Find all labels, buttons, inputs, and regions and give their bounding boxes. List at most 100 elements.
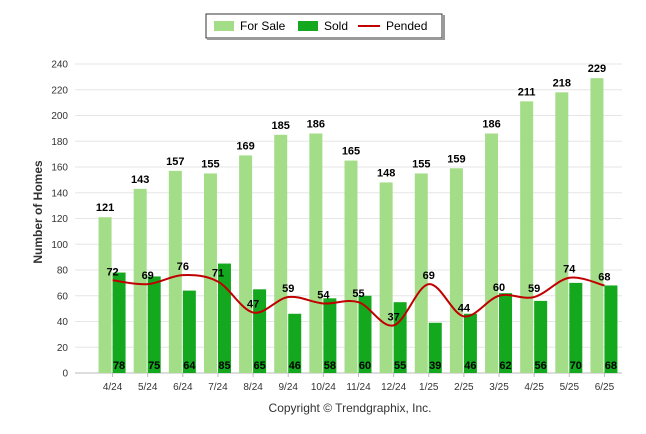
label-for-sale: 169 [236, 140, 254, 152]
label-for-sale: 186 [482, 119, 500, 131]
x-tick-label: 8/24 [243, 382, 263, 393]
x-tick-label: 2/25 [454, 382, 474, 393]
bar-sold [393, 302, 407, 373]
label-for-sale: 218 [553, 77, 571, 89]
bar-for-sale [449, 168, 463, 373]
x-tick-label: 4/24 [103, 382, 123, 393]
y-tick-label: 40 [57, 317, 69, 328]
x-tick-label: 9/24 [278, 382, 298, 393]
label-sold: 39 [429, 360, 441, 372]
label-sold: 58 [324, 360, 336, 372]
bar-for-sale [168, 170, 182, 373]
bar-for-sale [203, 173, 217, 373]
legend-shadow-side [443, 15, 445, 40]
copyright-text: Copyright © Trendgraphix, Inc. [269, 401, 432, 415]
label-for-sale: 148 [377, 167, 395, 179]
label-for-sale: 121 [96, 202, 114, 214]
y-tick-label: 80 [57, 266, 69, 277]
legend-label-pended: Pended [386, 19, 427, 33]
y-tick-label: 240 [51, 60, 68, 71]
label-sold: 55 [394, 360, 406, 372]
label-pended: 76 [177, 261, 189, 273]
y-tick-label: 180 [51, 137, 68, 148]
label-pended: 59 [528, 283, 540, 295]
y-tick-label: 140 [51, 188, 68, 199]
legend: For Sale Sold Pended [205, 13, 445, 40]
x-tick-label: 4/25 [524, 382, 544, 393]
label-sold: 62 [499, 360, 511, 372]
legend-label-sold: Sold [324, 19, 348, 33]
legend-shadow [207, 38, 443, 40]
label-sold: 64 [183, 360, 196, 372]
label-sold: 75 [148, 360, 160, 372]
y-axis-title: Number of Homes [31, 160, 45, 264]
label-pended: 55 [352, 288, 364, 300]
x-tick-label: 10/24 [311, 382, 336, 393]
pended-series-line [112, 274, 605, 327]
x-tick-label: 1/25 [419, 382, 439, 393]
label-pended: 60 [493, 282, 505, 294]
x-tick-label: 6/24 [173, 382, 193, 393]
y-tick-label: 120 [51, 214, 68, 225]
label-for-sale: 159 [447, 153, 465, 165]
label-pended: 44 [458, 302, 471, 314]
label-pended: 71 [212, 268, 224, 280]
bar-for-sale [555, 92, 569, 373]
label-pended: 72 [106, 266, 118, 278]
label-for-sale: 229 [588, 63, 606, 75]
data-labels: 121 78 143 75 157 64 155 85 169 65 185 46 186 58 165 60… [96, 63, 617, 372]
label-sold: 68 [605, 360, 617, 372]
x-tick-label: 11/24 [346, 382, 371, 393]
label-pended: 74 [563, 264, 576, 276]
bar-for-sale [309, 133, 323, 373]
label-for-sale: 211 [518, 86, 536, 98]
label-sold: 56 [535, 360, 547, 372]
label-sold: 78 [113, 360, 125, 372]
label-pended: 54 [317, 289, 330, 301]
label-for-sale: 157 [166, 156, 184, 168]
bar-sold [147, 276, 161, 373]
label-for-sale: 155 [412, 158, 430, 170]
bar-sold [182, 290, 196, 373]
bar-for-sale [590, 78, 604, 373]
label-pended: 47 [247, 298, 259, 310]
bar-for-sale [485, 133, 499, 373]
label-sold: 70 [570, 360, 582, 372]
bar-sold [428, 322, 442, 373]
label-pended: 59 [282, 283, 294, 295]
bar-sold [463, 313, 477, 373]
bar-sold [323, 298, 337, 373]
label-sold: 65 [253, 360, 265, 372]
bar-for-sale [520, 101, 534, 374]
label-sold: 85 [218, 360, 230, 372]
label-for-sale: 165 [342, 146, 360, 158]
y-tick-label: 0 [62, 369, 68, 380]
bar-sold [358, 295, 372, 373]
label-pended: 37 [388, 311, 400, 323]
y-tick-label: 60 [57, 291, 69, 302]
y-tick-label: 160 [51, 163, 68, 174]
bar-sold [288, 313, 302, 373]
legend-label-for-sale: For Sale [240, 19, 286, 33]
bar-for-sale [379, 182, 393, 373]
x-tick-label: 5/25 [560, 382, 580, 393]
x-axis-ticks: 4/24 5/24 6/24 7/24 8/24 9/24 10/24 11/24 12/24 1… [103, 373, 615, 393]
x-tick-label: 5/24 [138, 382, 158, 393]
legend-swatch-sold [298, 21, 318, 31]
label-sold: 46 [289, 360, 301, 372]
label-for-sale: 143 [131, 174, 149, 186]
label-for-sale: 186 [307, 119, 325, 131]
x-tick-label: 7/24 [208, 382, 228, 393]
bar-for-sale [98, 217, 112, 373]
bar-sold [217, 263, 231, 373]
bar-sold [112, 272, 126, 373]
bar-for-sale [414, 173, 428, 373]
label-pended: 69 [423, 270, 435, 282]
y-tick-label: 220 [51, 85, 68, 96]
y-tick-label: 20 [57, 343, 69, 354]
label-pended: 69 [142, 270, 154, 282]
label-sold: 60 [359, 360, 371, 372]
label-for-sale: 185 [272, 120, 290, 132]
x-tick-label: 3/25 [489, 382, 509, 393]
